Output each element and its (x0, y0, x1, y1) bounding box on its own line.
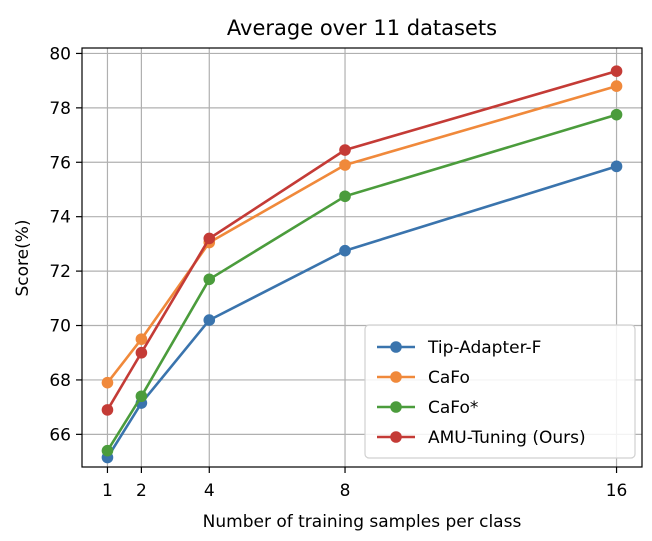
legend-marker (390, 341, 402, 353)
x-tick-label: 2 (136, 481, 147, 501)
axis-ticks: 1 2 4 8 16 66 68 70 72 74 76 78 80 (49, 44, 627, 501)
x-tick-label: 4 (204, 481, 215, 501)
data-point (339, 159, 351, 171)
data-point (339, 144, 351, 156)
legend-marker (390, 371, 402, 383)
legend-label: Tip-Adapter-F (427, 338, 541, 358)
data-point (135, 390, 148, 403)
data-point (610, 108, 623, 121)
y-axis-label: Score(%) (13, 219, 33, 296)
legend-label: AMU-Tuning (Ours) (428, 428, 586, 448)
grid-lines (82, 48, 642, 467)
x-tick-label: 16 (606, 481, 628, 501)
data-point (610, 65, 623, 77)
x-tick-label: 1 (102, 481, 113, 501)
data-point (135, 333, 148, 345)
data-point (610, 160, 623, 173)
legend-marker (390, 401, 402, 413)
y-tick-label: 80 (49, 44, 71, 64)
legend-label: CaFo* (428, 398, 478, 418)
series-group (101, 65, 623, 464)
data-point (339, 190, 351, 203)
legend: Tip-Adapter-F CaFo CaFo* AMU-Tuning (Ours) (364, 324, 636, 459)
data-point (101, 376, 114, 389)
data-point (203, 232, 216, 245)
x-tick-label: 8 (340, 481, 351, 501)
x-axis-label: Number of training samples per class (203, 512, 522, 532)
y-tick-label: 66 (49, 425, 71, 445)
plot-frame (81, 47, 643, 468)
data-point (101, 404, 114, 416)
y-tick-label: 68 (49, 371, 71, 391)
legend-marker (390, 431, 402, 443)
y-tick-label: 74 (49, 208, 71, 228)
legend-label: CaFo (428, 368, 470, 388)
y-tick-label: 72 (49, 262, 71, 282)
legend-box (364, 324, 636, 459)
chart-title: Average over 11 datasets (227, 16, 497, 40)
data-point (203, 314, 216, 326)
y-tick-label: 76 (49, 153, 71, 173)
data-point (203, 273, 216, 286)
y-tick-label: 70 (49, 317, 71, 337)
data-point (610, 80, 623, 92)
data-point (135, 346, 148, 359)
y-tick-label: 78 (49, 99, 71, 119)
data-point (339, 244, 351, 257)
data-point (101, 444, 114, 457)
